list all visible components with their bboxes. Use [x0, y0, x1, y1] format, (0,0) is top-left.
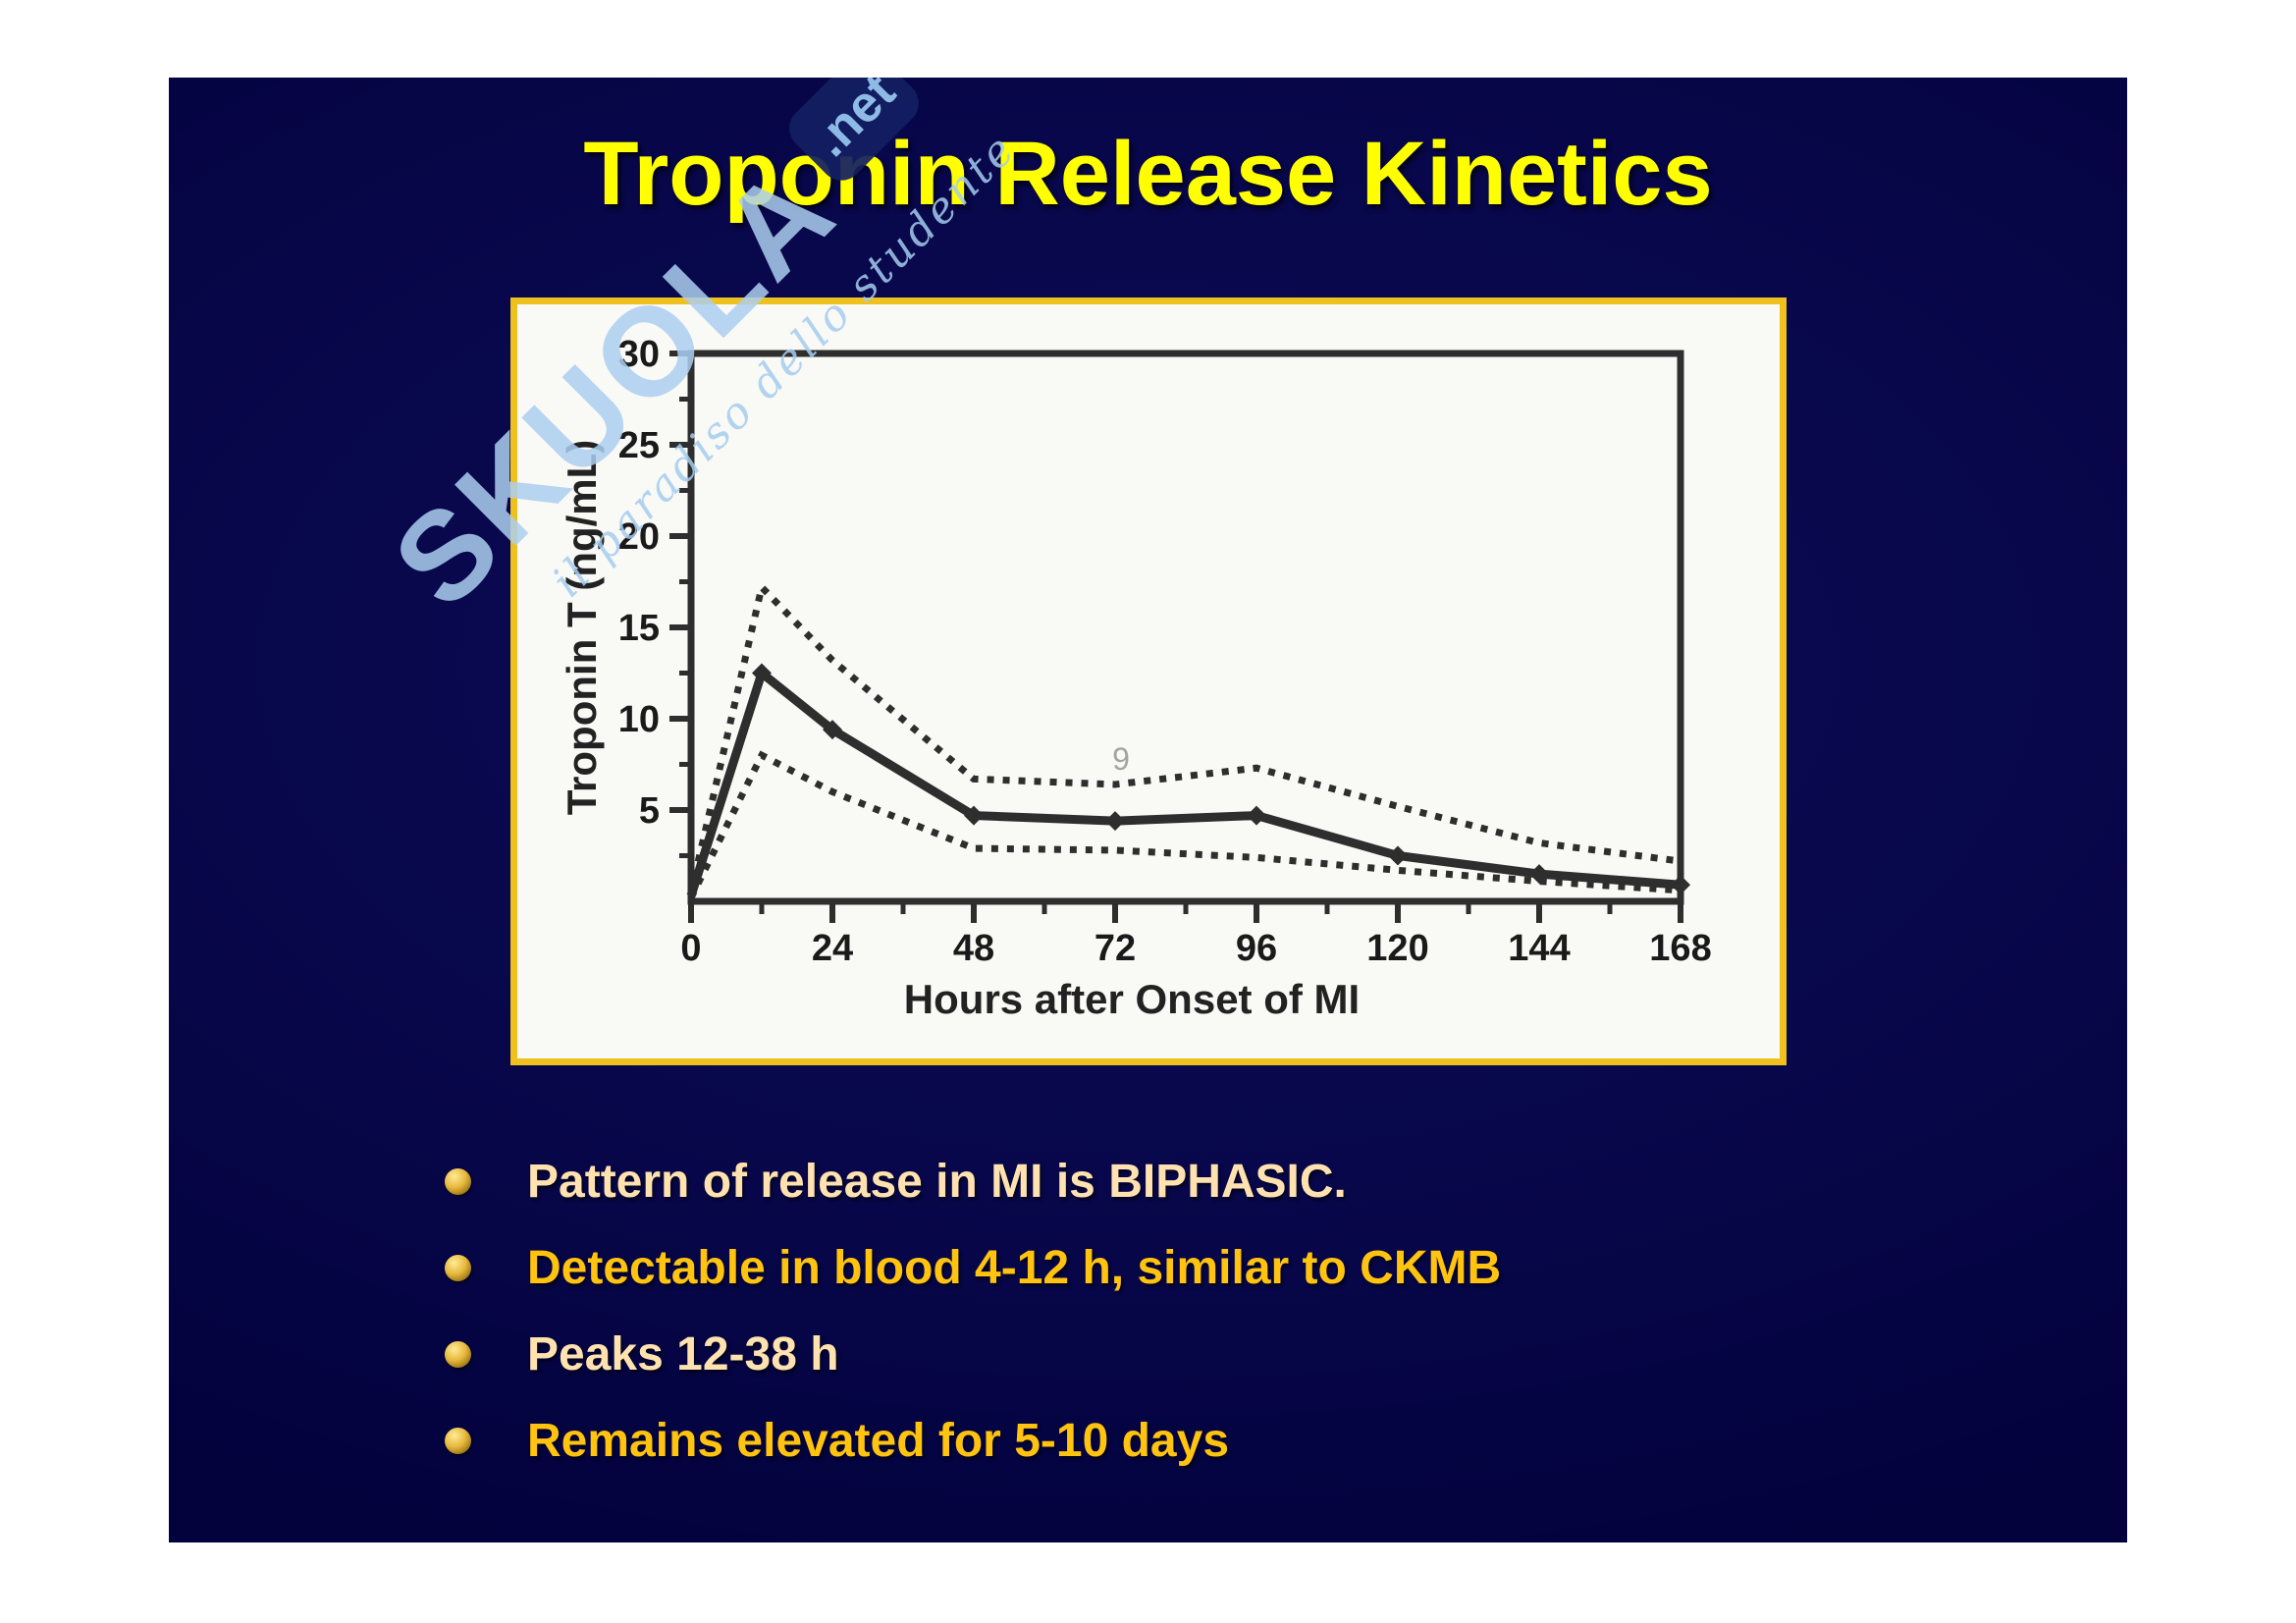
bullet-text: Pattern of release in MI is BIPHASIC. — [527, 1155, 1347, 1208]
x-axis-title: Hours after Onset of MI — [904, 976, 1360, 1022]
data-point-marker — [1105, 811, 1125, 832]
data-point-marker — [823, 720, 842, 740]
scan-artifact: 9 — [1112, 741, 1130, 777]
series-line-1 — [686, 665, 1682, 897]
x-tick-label: 120 — [1366, 928, 1428, 969]
y-tick-label: 10 — [618, 699, 660, 740]
data-point-marker — [1247, 805, 1266, 826]
bullet-text: Remains elevated for 5-10 days — [527, 1414, 1230, 1467]
data-point-marker — [964, 805, 984, 826]
bullet-text: Detectable in blood 4-12 h, similar to C… — [527, 1241, 1502, 1294]
bullet-item: Peaks 12-38 h — [445, 1327, 1501, 1380]
data-point-marker — [1671, 875, 1690, 895]
x-tick-label: 48 — [953, 928, 994, 969]
bullet-sphere-icon — [445, 1254, 471, 1281]
slide-title: Troponin Release Kinetics — [583, 124, 1713, 224]
x-tick-label: 168 — [1649, 928, 1711, 969]
y-tick-label: 5 — [639, 790, 660, 832]
bullet-item: Pattern of release in MI is BIPHASIC. — [445, 1156, 1501, 1208]
bullet-sphere-icon — [445, 1427, 471, 1454]
bullet-text: Peaks 12-38 h — [527, 1327, 839, 1380]
slide: Troponin Release Kinetics 5 10 15 20 25 30 0 24… — [169, 78, 2127, 1542]
y-tick-label: 15 — [618, 608, 660, 649]
x-tick-label: 96 — [1236, 928, 1277, 969]
data-point-marker — [752, 663, 772, 683]
bullet-item: Remains elevated for 5-10 days — [445, 1415, 1501, 1467]
x-tick-label: 72 — [1095, 928, 1136, 969]
data-point-marker — [1388, 845, 1408, 866]
x-tick-label: 24 — [812, 928, 853, 969]
bullet-list: Pattern of release in MI is BIPHASIC. Det… — [445, 1156, 1501, 1503]
bullet-sphere-icon — [445, 1340, 471, 1368]
y-tick-label: 25 — [618, 425, 660, 466]
x-tick-label: 0 — [680, 928, 701, 969]
x-tick-label: 144 — [1508, 928, 1570, 969]
y-tick-label: 20 — [618, 516, 660, 558]
bullet-sphere-icon — [445, 1167, 471, 1195]
troponin-kinetics-chart: 5 10 15 20 25 30 0 24 48 72 96 120 144 168 Troponin T … — [559, 334, 1712, 1022]
y-tick-label: 30 — [618, 334, 660, 375]
bullet-item: Detectable in blood 4-12 h, similar to C… — [445, 1242, 1501, 1294]
series-line-0 — [687, 580, 1682, 893]
y-axis-title: Troponin T (ng/mL) — [559, 440, 605, 816]
chart-panel: 5 10 15 20 25 30 0 24 48 72 96 120 144 168 Troponin T … — [510, 298, 1787, 1065]
